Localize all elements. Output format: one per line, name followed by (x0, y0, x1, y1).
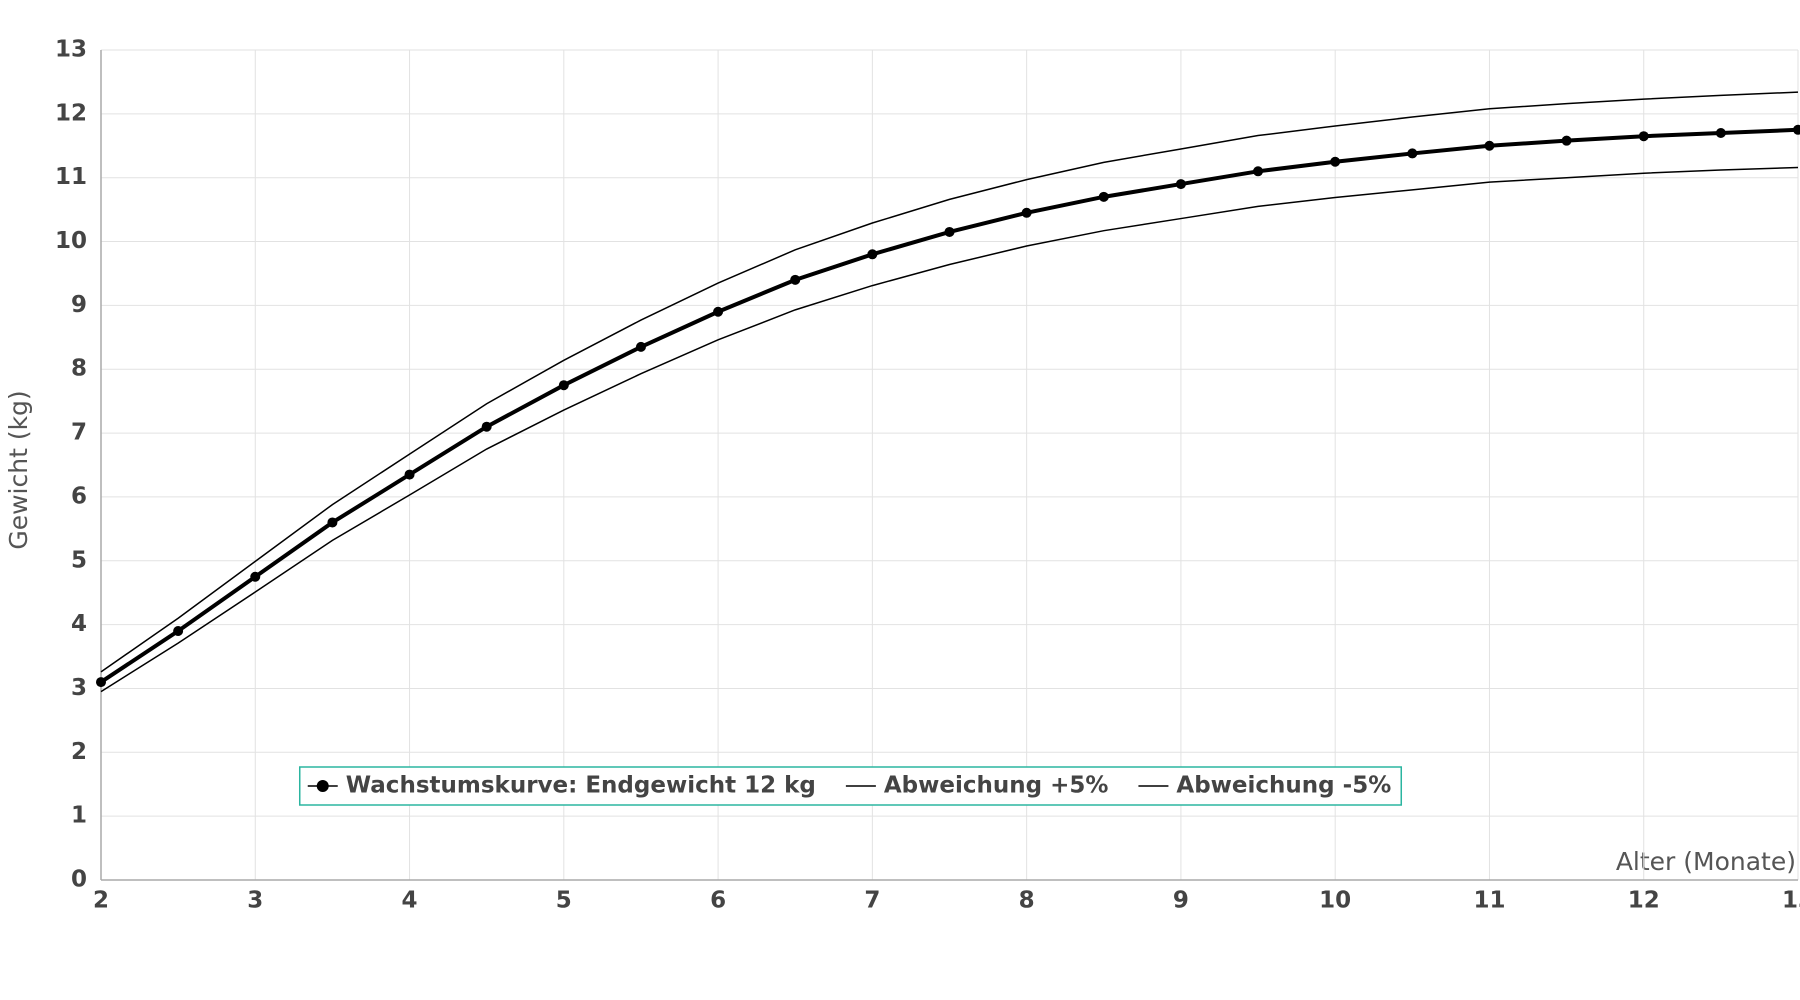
x-tick-label: 10 (1319, 888, 1351, 914)
marker (1561, 135, 1572, 146)
y-tick-label: 4 (71, 611, 87, 637)
marker (1330, 156, 1341, 167)
x-tick-label: 11 (1473, 888, 1505, 914)
marker (1793, 124, 1800, 135)
marker (1715, 128, 1726, 138)
x-tick-label: 7 (864, 888, 880, 914)
y-tick-label: 3 (71, 675, 87, 701)
x-tick-label: 6 (710, 888, 726, 914)
y-tick-label: 8 (71, 356, 87, 382)
marker (1638, 131, 1649, 142)
x-tick-label: 3 (247, 888, 263, 914)
marker (558, 380, 569, 391)
marker (1484, 140, 1495, 151)
marker (713, 306, 724, 317)
marker (867, 249, 878, 260)
y-tick-label: 2 (71, 739, 87, 765)
marker (1098, 191, 1109, 202)
marker (96, 677, 106, 688)
x-tick-label: 9 (1173, 888, 1189, 914)
marker (250, 571, 261, 582)
y-tick-label: 0 (71, 867, 87, 893)
x-tick-label: 2 (93, 888, 109, 914)
legend-marker (316, 780, 329, 792)
marker (1021, 207, 1032, 218)
legend-label: Abweichung -5% (1176, 773, 1391, 799)
y-tick-label: 6 (71, 483, 87, 509)
x-tick-label: 5 (556, 888, 572, 914)
legend-label: Wachstumskurve: Endgewicht 12 kg (346, 773, 816, 799)
y-tick-label: 5 (71, 547, 87, 573)
marker (944, 226, 955, 237)
y-axis-title: Gewicht (kg) (4, 390, 33, 549)
series-line (100, 166, 1799, 693)
y-tick-label: 11 (55, 164, 87, 190)
x-tick-label: 4 (402, 888, 418, 914)
marker (790, 274, 801, 285)
y-tick-label: 10 (55, 228, 87, 254)
y-tick-label: 13 (55, 37, 87, 63)
y-tick-label: 1 (71, 803, 87, 829)
marker (1253, 166, 1264, 177)
legend-label: Abweichung +5% (884, 773, 1109, 799)
y-tick-label: 12 (55, 100, 87, 126)
x-tick-label: 12 (1628, 888, 1660, 914)
x-tick-label: 13 (1782, 888, 1800, 914)
legend: Wachstumskurve: Endgewicht 12 kg Abweichu… (298, 766, 1403, 806)
marker (404, 469, 415, 480)
y-tick-label: 9 (71, 292, 87, 318)
marker (1175, 179, 1186, 190)
series-line (100, 91, 1799, 673)
marker (327, 517, 338, 528)
marker (635, 341, 646, 352)
marker (173, 626, 184, 636)
y-tick-label: 7 (71, 420, 87, 446)
marker (1407, 148, 1418, 159)
x-axis-title: Alter (Monate) (1616, 847, 1796, 876)
x-tick-label: 8 (1019, 888, 1035, 914)
series-line (99, 127, 1799, 684)
marker (481, 421, 492, 432)
